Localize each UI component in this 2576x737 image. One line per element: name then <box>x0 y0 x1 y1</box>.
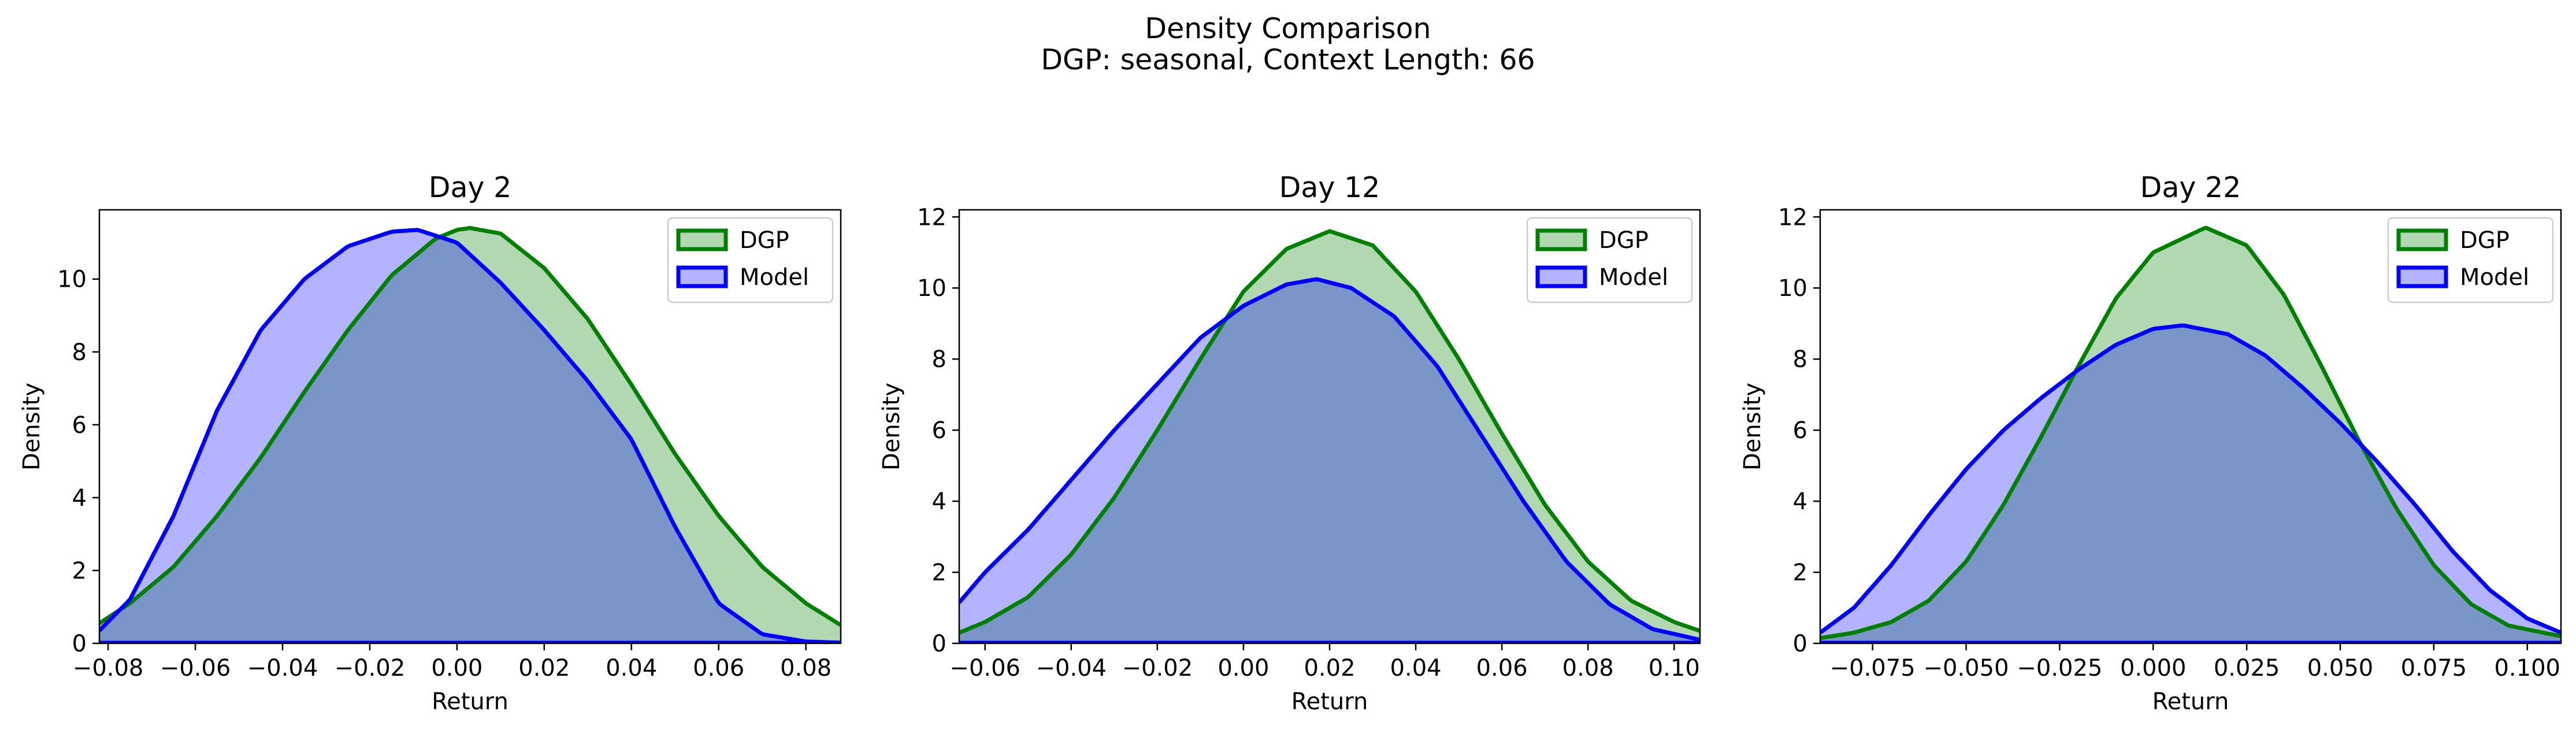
y-tick-label: 2 <box>1793 560 1807 586</box>
legend-swatch-model <box>2396 265 2448 288</box>
x-tick-label: 0.10 <box>1649 655 1700 682</box>
x-tick-label: 0.04 <box>606 655 657 682</box>
y-tick-label: 2 <box>72 558 87 584</box>
legend-label: DGP <box>2460 227 2510 254</box>
x-tick-label: 0.06 <box>1476 655 1528 682</box>
x-tick-label: 0.025 <box>2214 655 2280 682</box>
legend-label: Model <box>1599 264 1668 291</box>
y-tick-label: 0 <box>932 631 946 657</box>
y-tick-label: 6 <box>1793 417 1807 444</box>
y-tick-label: 4 <box>1793 488 1807 515</box>
legend-swatch-dgp <box>676 228 728 251</box>
y-axis-label: Density <box>878 383 905 471</box>
x-tick-label: 0.02 <box>1304 655 1355 682</box>
legend-label: DGP <box>1599 227 1649 254</box>
x-tick-label: −0.075 <box>1830 655 1916 682</box>
y-axis-label: Density <box>1739 383 1766 471</box>
y-tick-label: 4 <box>932 488 946 515</box>
overlap-density-fill <box>1820 325 2561 643</box>
axes-frame <box>98 209 842 645</box>
x-tick-label: −0.02 <box>1122 655 1193 682</box>
legend-label: Model <box>740 264 809 291</box>
legend-label: DGP <box>740 227 789 254</box>
axes-frame <box>1819 209 2562 645</box>
x-axis-label: Return <box>1291 688 1368 715</box>
x-axis-label: Return <box>2152 688 2229 715</box>
x-tick-label: 0.08 <box>1562 655 1614 682</box>
y-tick-label: 8 <box>932 346 946 373</box>
overlap-density-fill <box>959 279 1700 643</box>
x-tick-label: 0.075 <box>2401 655 2467 682</box>
y-tick-label: 12 <box>1778 204 1807 231</box>
panel-title: Day 2 <box>429 171 512 204</box>
panel-title: Day 22 <box>2140 171 2241 204</box>
legend-swatch-model <box>676 265 728 288</box>
y-tick-label: 6 <box>72 412 87 439</box>
y-tick-label: 4 <box>72 485 87 512</box>
plot-area <box>1820 225 2561 643</box>
x-tick-label: −0.025 <box>2017 655 2102 682</box>
y-tick-label: 10 <box>1778 275 1807 302</box>
legend: DGP Model <box>2387 217 2554 303</box>
x-tick-label: 0.100 <box>2494 655 2560 682</box>
legend-swatch-dgp <box>1535 228 1587 251</box>
legend-label: Model <box>2460 264 2529 291</box>
dgp-density-line <box>959 229 1700 635</box>
x-tick-label: 0.000 <box>2120 655 2187 682</box>
overlap-density-fill <box>99 237 841 643</box>
model-density-line <box>959 277 1700 642</box>
figure-subtitle: DGP: seasonal, Context Length: 66 <box>1041 43 1535 76</box>
x-tick-label: −0.06 <box>949 655 1020 682</box>
y-tick-label: 8 <box>1793 346 1807 373</box>
chart-panels: −0.08 −0.06 −0.04 −0.02 0.00 0.02 0.04 0.06 0.08… <box>18 171 2562 715</box>
y-tick-label: 8 <box>72 339 87 366</box>
x-tick-label: −0.04 <box>1036 655 1107 682</box>
y-tick-label: 2 <box>932 560 946 586</box>
chart-panel-1: −0.08 −0.06 −0.04 −0.02 0.00 0.02 0.04 0.06 0.08… <box>18 171 842 715</box>
x-tick-label: 0.00 <box>1218 655 1269 682</box>
x-tick-label: 0.02 <box>518 655 570 682</box>
legend: DGP Model <box>667 217 834 303</box>
y-tick-label: 6 <box>932 417 946 444</box>
y-axis-label: Density <box>18 383 45 471</box>
panel-title: Day 12 <box>1279 171 1380 204</box>
plot-area <box>959 229 1700 643</box>
x-tick-label: 0.06 <box>693 655 744 682</box>
y-tick-label: 10 <box>917 275 946 302</box>
x-tick-label: 0.08 <box>780 655 832 682</box>
y-tick-label: 10 <box>57 266 87 293</box>
model-density-line <box>1820 323 2561 635</box>
dgp-density-line <box>99 226 841 627</box>
legend-swatch-model <box>1535 265 1587 288</box>
y-tick-label: 0 <box>72 631 87 657</box>
x-tick-label: −0.04 <box>247 655 318 682</box>
x-tick-label: 0.04 <box>1390 655 1442 682</box>
y-tick-label: 0 <box>1793 631 1807 657</box>
x-tick-label: 0.050 <box>2307 655 2374 682</box>
y-tick-label: 12 <box>917 204 946 231</box>
figure-title: Density Comparison <box>1145 12 1431 45</box>
x-tick-label: −0.08 <box>73 655 144 682</box>
legend-swatch-dgp <box>2396 228 2448 251</box>
legend: DGP Model <box>1526 217 1693 303</box>
chart-panel-3: −0.075 −0.050 −0.025 0.000 0.025 0.050 0.075 0.… <box>1739 171 2562 715</box>
chart-panel-2: −0.06 −0.04 −0.02 0.00 0.02 0.04 0.06 0.08 0.10 0… <box>878 171 1701 715</box>
x-tick-label: 0.00 <box>431 655 482 682</box>
dgp-density-line <box>1820 225 2561 640</box>
x-tick-label: −0.06 <box>160 655 231 682</box>
model-density-line <box>99 228 841 643</box>
x-axis-label: Return <box>432 688 508 715</box>
plot-area <box>99 226 841 643</box>
x-tick-label: −0.050 <box>1923 655 2009 682</box>
x-tick-label: −0.02 <box>335 655 406 682</box>
